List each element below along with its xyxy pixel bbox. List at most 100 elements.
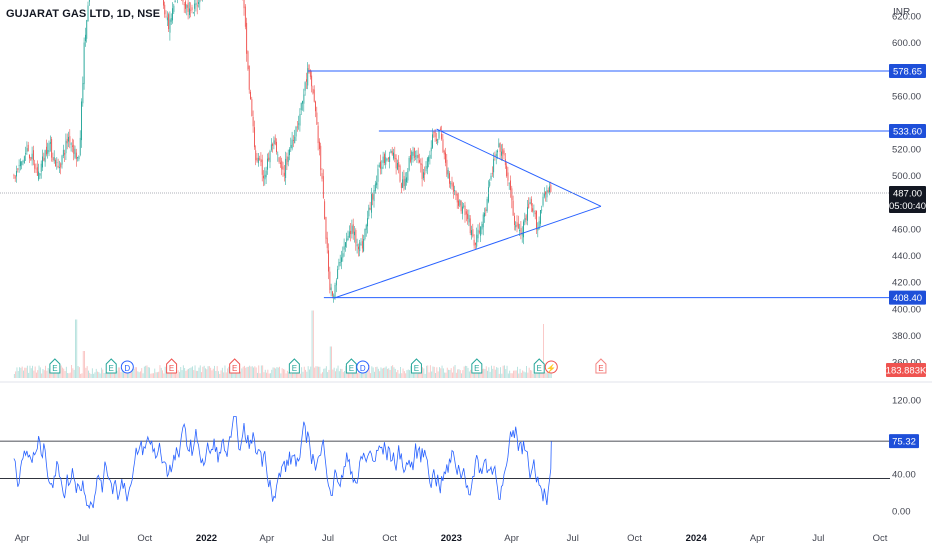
candle-body [59, 167, 60, 168]
candle-body [384, 154, 385, 163]
candle-body [29, 154, 30, 159]
volume-bar [377, 368, 379, 378]
candle-body [465, 211, 467, 215]
volume-bar [285, 373, 287, 378]
volume-bar [393, 367, 395, 378]
candle-body [48, 143, 50, 152]
candle-body [260, 159, 262, 163]
candle-body [345, 242, 346, 247]
candle-body [507, 172, 509, 181]
candle-body [170, 18, 172, 22]
volume-bar [266, 372, 267, 378]
candle-body [428, 157, 430, 162]
volume-bar [463, 366, 465, 378]
candle-body [166, 17, 168, 21]
price-axis-tick: 380.00 [892, 331, 921, 342]
volume-bar [240, 371, 241, 378]
candle-body [329, 271, 331, 290]
volume-bar [68, 373, 70, 378]
volume-bar [411, 369, 413, 378]
volume-bar [206, 369, 208, 378]
volume-bar [260, 365, 262, 378]
candle-body [73, 144, 75, 154]
candle-body [313, 89, 315, 102]
volume-bar [402, 368, 404, 378]
volume-bar [231, 371, 232, 378]
volume-bar [319, 366, 321, 378]
volume-bar [80, 373, 82, 378]
volume-bar [526, 366, 527, 378]
candle-body [410, 155, 411, 162]
oscillator-line [13, 416, 552, 510]
volume-bar [221, 367, 223, 378]
volume-bar [426, 365, 427, 378]
candle-body [397, 163, 398, 170]
volume-bar [37, 370, 39, 378]
candle-body [17, 168, 19, 170]
candle-body [417, 154, 419, 158]
volume-bar [225, 372, 227, 378]
candle-body [43, 157, 45, 161]
time-axis-tick: Oct [382, 533, 397, 544]
candle-body [527, 207, 528, 221]
candle-body [519, 230, 521, 232]
candle-body [333, 295, 335, 297]
volume-bar [318, 366, 319, 378]
triangle-upper-line [436, 128, 602, 207]
volume-bar [548, 369, 550, 378]
candle-body [278, 157, 280, 163]
candle-body [491, 173, 493, 175]
volume-bar [33, 370, 35, 378]
time-axis-tick: Oct [873, 533, 888, 544]
candle-body [244, 6, 246, 27]
volume-bar [483, 368, 485, 378]
candle-body [411, 152, 413, 160]
candle-body [467, 213, 469, 220]
volume-bar [458, 369, 460, 378]
candle-body [86, 20, 88, 39]
volume-bar [179, 371, 180, 378]
volume-bar [255, 367, 257, 378]
candle-body [55, 160, 56, 167]
candle-body [540, 210, 541, 224]
candle-body [42, 156, 43, 168]
candle-body [79, 137, 81, 155]
candle-body [365, 224, 367, 230]
volume-bar [535, 373, 537, 378]
volume-bar [401, 373, 403, 378]
volume-bar [258, 365, 260, 378]
volume-bar [506, 365, 508, 378]
candle-body [369, 208, 371, 210]
volume-bar [275, 368, 277, 378]
candle-body [400, 183, 402, 188]
volume-bar [67, 373, 69, 378]
volume-bar [176, 374, 178, 378]
candle-body [268, 157, 270, 161]
volume-bar [515, 370, 517, 378]
candle-body [337, 269, 339, 279]
candle-body [364, 228, 366, 239]
volume-bar [154, 368, 156, 378]
candle-body [374, 183, 376, 191]
volume-bar [480, 372, 482, 378]
volume-bar [315, 366, 317, 378]
candle-body [70, 143, 72, 145]
volume-bar [549, 372, 551, 378]
candle-body [51, 139, 53, 158]
candle-body [88, 0, 90, 2]
candle-body [351, 225, 353, 235]
candle-body [398, 162, 400, 167]
volume-bar [20, 367, 22, 378]
volume-bar [163, 373, 165, 378]
volume-bar [311, 310, 313, 378]
candle-body [282, 166, 284, 170]
candle-body [386, 159, 388, 161]
candle-body [298, 123, 300, 125]
volume-bar [427, 365, 429, 378]
candle-body [317, 125, 319, 144]
candle-body [393, 152, 394, 159]
volume-bar [462, 370, 464, 378]
candle-body [35, 168, 37, 170]
